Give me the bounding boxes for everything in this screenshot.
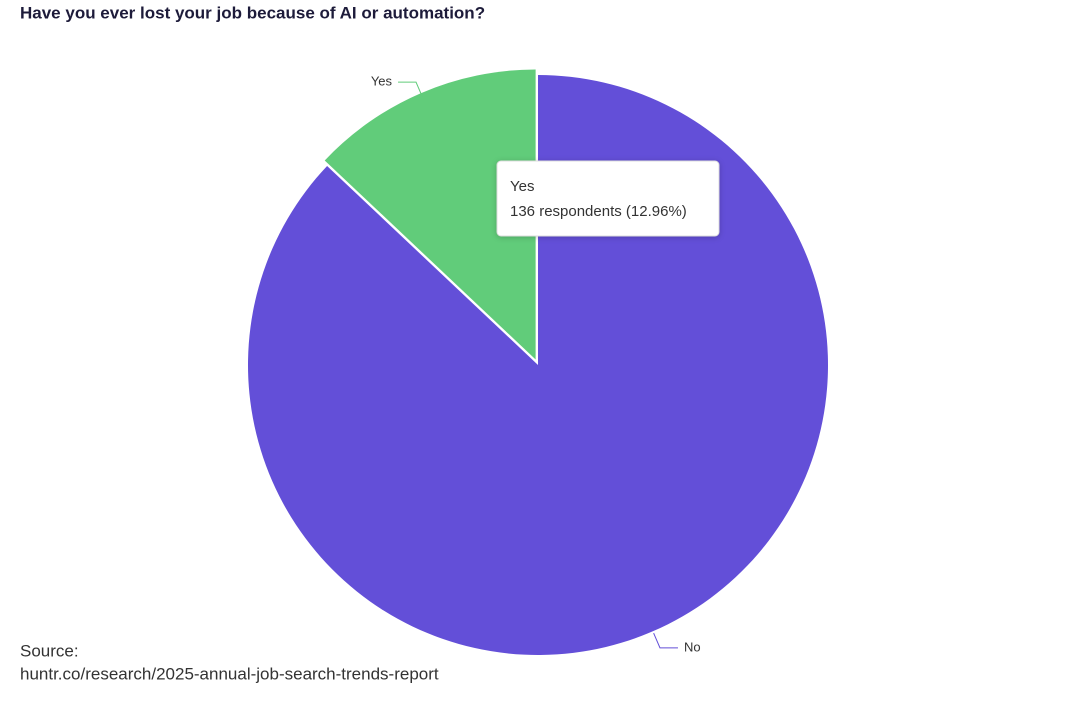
slice-label: Yes: [371, 74, 393, 89]
tooltip-box: [496, 160, 720, 237]
tooltip-label: Yes: [510, 178, 534, 195]
tooltip: Yes 136 respondents (12.96%): [496, 160, 720, 237]
leader-line: [398, 81, 423, 98]
leader-line: [653, 632, 678, 649]
source-label: Source:: [20, 641, 79, 660]
tooltip-text: 136 respondents (12.96%): [510, 203, 687, 220]
chart-title: Have you ever lost your job because of A…: [20, 3, 485, 22]
source: huntr.co/research/2025-annual-job-search…: [20, 664, 439, 683]
slice-label: No: [684, 639, 701, 654]
pie-slice: [324, 69, 536, 360]
